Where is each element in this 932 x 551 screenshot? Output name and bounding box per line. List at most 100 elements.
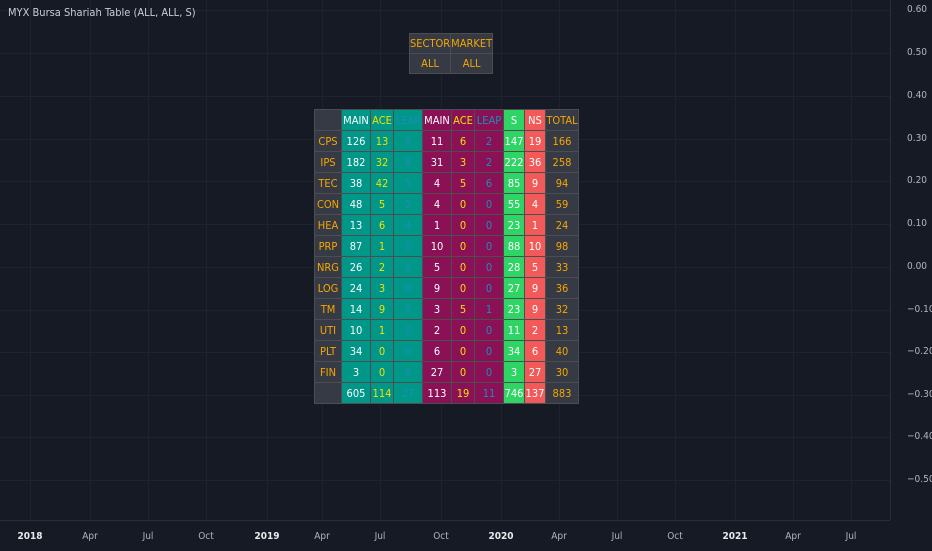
y-tick: 0.30 — [907, 133, 928, 144]
value-cell: 13 — [341, 214, 371, 236]
y-tick: 0.40 — [907, 90, 928, 101]
value-cell: 11 — [422, 130, 452, 152]
value-cell: 42 — [370, 172, 394, 194]
value-cell: 13 — [545, 319, 579, 341]
table-row: UTI 10 1 0 2 0 0 11 2 13 — [314, 319, 579, 341]
x-tick: 2019 — [254, 531, 280, 542]
indicator-title[interactable]: MYX Bursa Shariah Table (ALL, ALL, S) — [8, 6, 196, 19]
value-cell: 87 — [341, 235, 371, 257]
value-cell: 28 — [503, 256, 525, 278]
total-cell: 27 — [393, 382, 423, 404]
value-cell: 98 — [545, 235, 579, 257]
value-cell: 9 — [370, 298, 394, 320]
y-tick: 0.20 — [907, 175, 928, 186]
x-tick: Jul — [374, 531, 386, 542]
value-cell: 14 — [341, 298, 371, 320]
value-cell: 2 — [422, 319, 452, 341]
value-cell: 3 — [341, 361, 371, 383]
value-cell: 0 — [451, 361, 475, 383]
value-cell: 0 — [393, 298, 423, 320]
value-cell: 5 — [393, 172, 423, 194]
value-cell: 9 — [524, 298, 546, 320]
x-tick: Oct — [198, 531, 214, 542]
table-row: CON 48 5 2 4 0 0 55 4 59 — [314, 193, 579, 215]
value-cell: 0 — [451, 193, 475, 215]
table-row: LOG 24 3 0 9 0 0 27 9 36 — [314, 277, 579, 299]
value-cell: 8 — [393, 151, 423, 173]
table-row: NRG 26 2 0 5 0 0 28 5 33 — [314, 256, 579, 278]
y-tick: 0.00 — [907, 261, 928, 272]
table-row: TEC 38 42 5 4 5 6 85 9 94 — [314, 172, 579, 194]
value-cell: 0 — [474, 214, 504, 236]
value-cell: 0 — [370, 361, 394, 383]
total-cell: 883 — [545, 382, 579, 404]
value-cell: 2 — [474, 151, 504, 173]
sector-cell: TM — [314, 298, 342, 320]
value-cell: 1 — [370, 235, 394, 257]
value-cell: 166 — [545, 130, 579, 152]
value-cell: 10 — [341, 319, 371, 341]
value-cell: 0 — [451, 277, 475, 299]
y-tick: −0.30 — [907, 389, 932, 400]
value-cell: 3 — [370, 277, 394, 299]
value-cell: 5 — [422, 256, 452, 278]
y-tick: −0.10 — [907, 304, 932, 315]
header-cell: LEAP — [393, 109, 423, 131]
value-cell: 55 — [503, 193, 525, 215]
value-cell: 1 — [524, 214, 546, 236]
value-cell: 27 — [503, 277, 525, 299]
time-axis[interactable]: 2018 Apr Jul Oct 2019 Apr Jul Oct 2020 A… — [0, 520, 890, 551]
value-cell: 2 — [524, 319, 546, 341]
value-cell: 6 — [524, 340, 546, 362]
value-cell: 4 — [524, 193, 546, 215]
header-cell: ACE — [451, 109, 475, 131]
total-cell: 11 — [474, 382, 504, 404]
table-row: PLT 34 0 0 6 0 0 34 6 40 — [314, 340, 579, 362]
x-tick: Jul — [142, 531, 154, 542]
value-cell: 0 — [474, 319, 504, 341]
sector-cell: TEC — [314, 172, 342, 194]
totals-corner-cell — [314, 382, 342, 404]
y-tick: −0.50 — [907, 474, 932, 485]
shariah-table: MAIN ACE LEAP MAIN ACE LEAP S NS TOTAL C… — [314, 109, 579, 404]
value-cell: 0 — [393, 277, 423, 299]
value-cell: 0 — [393, 256, 423, 278]
value-cell: 24 — [545, 214, 579, 236]
value-cell: 59 — [545, 193, 579, 215]
x-tick: 2020 — [488, 531, 514, 542]
value-cell: 13 — [370, 130, 394, 152]
value-cell: 126 — [341, 130, 371, 152]
value-cell: 10 — [422, 235, 452, 257]
value-cell: 0 — [474, 277, 504, 299]
value-cell: 1 — [370, 319, 394, 341]
table-row: CPS 126 13 8 11 6 2 147 19 166 — [314, 130, 579, 152]
value-cell: 5 — [451, 298, 475, 320]
value-cell: 0 — [393, 340, 423, 362]
sector-label: SECTOR — [408, 33, 452, 54]
value-cell: 34 — [503, 340, 525, 362]
value-cell: 4 — [393, 214, 423, 236]
value-cell: 2 — [370, 256, 394, 278]
header-cell: NS — [524, 109, 546, 131]
value-cell: 19 — [524, 130, 546, 152]
value-cell: 2 — [393, 193, 423, 215]
value-cell: 85 — [503, 172, 525, 194]
table-row: IPS 182 32 8 31 3 2 222 36 258 — [314, 151, 579, 173]
market-label: MARKET — [450, 33, 494, 54]
sector-cell: PLT — [314, 340, 342, 362]
total-cell: 19 — [451, 382, 475, 404]
table-row: TM 14 9 0 3 5 1 23 9 32 — [314, 298, 579, 320]
x-tick: Oct — [667, 531, 683, 542]
value-cell: 0 — [451, 340, 475, 362]
total-cell: 746 — [503, 382, 525, 404]
value-cell: 0 — [474, 256, 504, 278]
y-tick: 0.60 — [907, 4, 928, 15]
value-cell: 9 — [422, 277, 452, 299]
price-axis[interactable]: 0.60 0.50 0.40 0.30 0.20 0.10 0.00 −0.10… — [890, 0, 932, 520]
value-cell: 258 — [545, 151, 579, 173]
value-cell: 0 — [393, 361, 423, 383]
filter-table: SECTOR MARKET ALL ALL — [408, 33, 494, 74]
sector-cell: LOG — [314, 277, 342, 299]
x-tick: Apr — [82, 531, 98, 542]
x-tick: Apr — [785, 531, 801, 542]
